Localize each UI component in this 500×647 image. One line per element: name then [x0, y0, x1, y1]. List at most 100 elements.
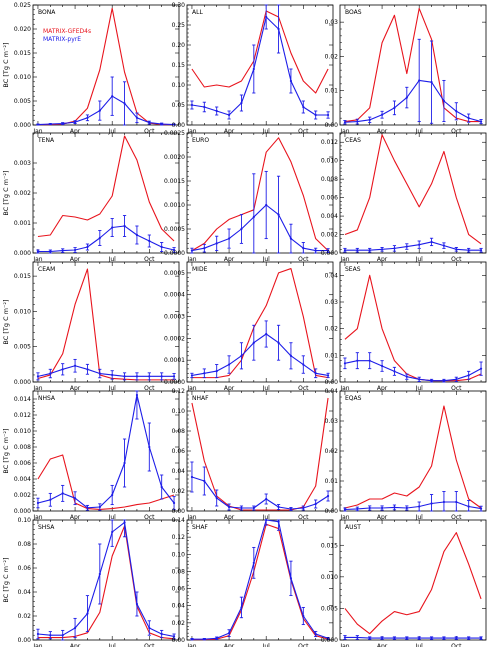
panel-frame — [186, 261, 334, 383]
series-line — [37, 95, 175, 126]
x-tick-label: Jan — [32, 514, 42, 521]
data-point — [430, 81, 433, 84]
series-matrix-pyre — [190, 320, 330, 379]
y-tick-label: 0.020 — [14, 26, 31, 33]
data-point — [380, 637, 384, 640]
data-point — [405, 506, 408, 510]
x-tick-label: Jan — [32, 385, 42, 392]
data-point — [467, 374, 470, 377]
x-tick-label: Apr — [377, 385, 388, 392]
data-point — [277, 505, 280, 509]
panel-frame — [186, 132, 334, 254]
data-point — [302, 105, 305, 109]
data-point — [442, 500, 446, 504]
data-point — [148, 121, 151, 124]
data-point — [148, 626, 151, 630]
series-line — [344, 532, 482, 635]
data-point — [393, 506, 396, 509]
data-point — [86, 506, 89, 509]
panel-label-seas: SEAS — [345, 266, 361, 273]
data-point — [252, 561, 255, 564]
series-matrix-gfed4s — [191, 397, 329, 511]
series-matrix-pyre — [190, 461, 330, 511]
data-point — [160, 122, 163, 126]
panel-label-mide: MIDE — [192, 266, 208, 273]
series-line — [344, 405, 482, 509]
x-tick-label: Apr — [70, 128, 81, 135]
data-point — [442, 99, 446, 103]
x-tick-label: Jan — [339, 128, 349, 135]
data-point — [380, 248, 384, 251]
data-point — [73, 248, 77, 252]
y-tick-label: 0.015 — [14, 50, 31, 57]
data-point — [135, 233, 139, 237]
data-point — [393, 637, 396, 640]
series-line — [37, 7, 175, 126]
data-point — [455, 637, 458, 640]
y-tick-label: 0.001 — [14, 220, 31, 227]
panel-label-all: ALL — [192, 9, 203, 16]
data-point — [252, 215, 255, 219]
data-point — [326, 494, 330, 498]
data-point — [356, 636, 359, 639]
y-tick-label: 0.04 — [18, 589, 32, 596]
series-matrix-gfed4s — [344, 7, 482, 123]
x-tick-label: Jul — [415, 256, 424, 263]
data-point — [455, 500, 458, 504]
data-point — [86, 612, 89, 615]
x-tick-label: Jan — [339, 643, 349, 647]
y-tick-label: 0.000 — [14, 250, 31, 257]
x-tick-label: Apr — [224, 128, 235, 135]
y-tick-label: 0.01 — [325, 88, 339, 95]
data-point — [289, 237, 293, 240]
y-tick-label: 0.30 — [172, 2, 186, 9]
series-line — [37, 225, 175, 253]
x-tick-label: Jul — [415, 385, 424, 392]
data-point — [203, 105, 206, 109]
y-tick-label: 0.04 — [325, 388, 339, 395]
data-point — [289, 577, 293, 580]
data-point — [98, 505, 101, 509]
panel-bona: 0.000 0.005 0.010 0.015 0.020 0.025 Jan Apr Jul O… — [2, 2, 180, 135]
data-point — [314, 632, 317, 636]
y-tick-label: 0.010 — [14, 428, 31, 435]
x-tick-label: Jul — [262, 514, 271, 521]
panel-label-nhaf: NHAF — [192, 395, 209, 402]
y-tick-label: 0.02 — [325, 326, 339, 333]
series-line — [37, 268, 175, 381]
series-line — [344, 360, 482, 382]
x-tick-label: Jul — [108, 514, 117, 521]
y-tick-label: 0.006 — [321, 195, 338, 202]
panel-nhsa: 0.000 0.002 0.004 0.006 0.008 0.010 0.012 0.014… — [2, 390, 180, 521]
series-line — [37, 521, 175, 637]
y-tick-label: 0.010 — [321, 574, 338, 581]
y-tick-label: 0.10 — [18, 517, 32, 524]
y-axis-label: BC [Tg C m⁻²] — [2, 428, 10, 473]
data-point — [343, 249, 347, 252]
y-tick-label: 0.10 — [172, 82, 186, 89]
data-point — [277, 341, 280, 344]
y-tick-label: 0.004 — [14, 476, 31, 483]
data-point — [123, 375, 126, 378]
data-point — [172, 635, 176, 638]
data-point — [314, 502, 317, 506]
series-line — [191, 267, 329, 379]
x-tick-label: Apr — [70, 385, 81, 392]
data-point — [277, 27, 280, 31]
x-tick-label: Jan — [186, 514, 196, 521]
y-tick-label: 0.06 — [18, 565, 32, 572]
data-point — [265, 203, 268, 207]
panel-frame — [339, 261, 487, 383]
y-tick-label: 0.10 — [172, 551, 186, 558]
y-tick-label: 0.003 — [14, 160, 31, 167]
panel-label-ceas: CEAS — [345, 137, 361, 144]
data-point — [393, 370, 396, 373]
data-point — [418, 79, 421, 82]
data-point — [479, 120, 483, 123]
data-point — [190, 374, 194, 377]
x-tick-label: Apr — [70, 256, 81, 263]
